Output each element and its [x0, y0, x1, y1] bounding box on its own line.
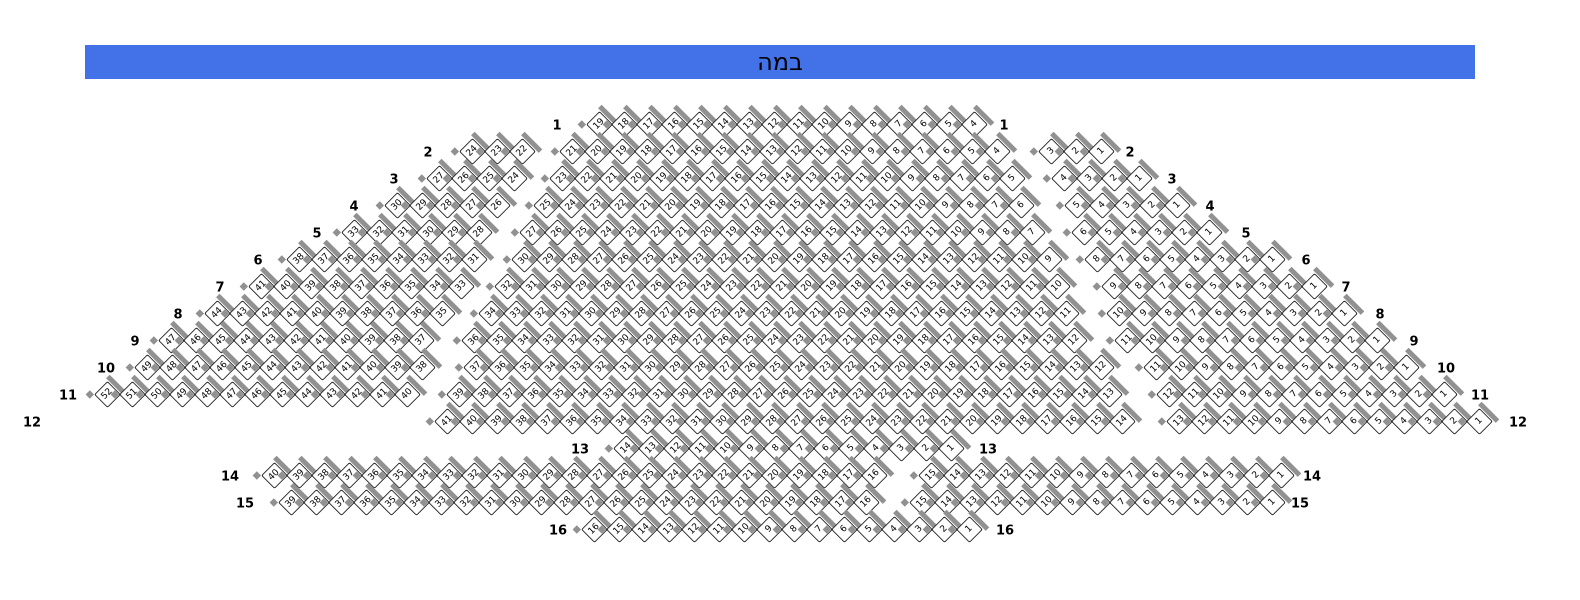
seat-number: 38: [414, 359, 430, 375]
seat-number: 1: [1473, 415, 1485, 427]
row-label-right-15: 15: [1290, 496, 1310, 512]
seat[interactable]: 14: [1109, 408, 1136, 435]
seat[interactable]: 24: [501, 165, 528, 192]
seat[interactable]: 35: [429, 300, 456, 327]
row-label-right-6: 6: [1301, 253, 1311, 269]
row-label-right-7: 7: [1341, 280, 1351, 296]
row-label-right-9: 9: [1409, 334, 1419, 350]
row-label-left-15: 15: [235, 496, 255, 512]
row-label-left-12: 12: [22, 415, 42, 431]
row-label-left-11: 11: [58, 388, 78, 404]
seat[interactable]: 1: [1259, 489, 1286, 516]
seat-number: 12: [1066, 332, 1082, 348]
row-label-right-1: 1: [999, 118, 1009, 134]
seat[interactable]: 1: [956, 516, 983, 543]
row-label-right-10: 10: [1436, 361, 1456, 377]
stage-label: במה: [757, 48, 803, 76]
seat[interactable]: 38: [409, 354, 436, 381]
row-label-right-14: 14: [1302, 469, 1322, 485]
row-label-right-4: 4: [1205, 199, 1215, 215]
row-label-left-16: 16: [548, 523, 568, 539]
row-label-left-5: 5: [312, 226, 322, 242]
seat-number: 26: [489, 197, 505, 213]
seat[interactable]: 33: [448, 273, 475, 300]
row-label-left-7: 7: [215, 280, 225, 296]
seat-number: 1: [1438, 388, 1450, 400]
row-label-right-2: 2: [1125, 145, 1135, 161]
seat[interactable]: 26: [484, 192, 511, 219]
seat[interactable]: 1: [1466, 408, 1493, 435]
seat-number: 1: [963, 523, 975, 535]
seat-number: 31: [466, 251, 482, 267]
seat[interactable]: 16: [853, 489, 880, 516]
row-label-right-13: 13: [978, 442, 998, 458]
row-label-right-3: 3: [1167, 172, 1177, 188]
seat-number: 14: [1114, 413, 1130, 429]
seat-number: 16: [858, 494, 874, 510]
seat-number: 1: [1371, 334, 1383, 346]
seat-number: 28: [471, 224, 487, 240]
row-label-right-11: 11: [1470, 388, 1490, 404]
seat[interactable]: 1: [1364, 327, 1391, 354]
seat-number: 6: [1015, 199, 1027, 211]
row-label-left-10: 10: [96, 361, 116, 377]
seat-number: 35: [434, 305, 450, 321]
seat[interactable]: 40: [394, 381, 421, 408]
row-label-left-14: 14: [220, 469, 240, 485]
row-label-right-16: 16: [995, 523, 1015, 539]
seat-number: 1: [1266, 496, 1278, 508]
row-label-right-5: 5: [1241, 226, 1251, 242]
row-label-left-13: 13: [570, 442, 590, 458]
row-label-left-4: 4: [349, 199, 359, 215]
row-label-left-8: 8: [173, 307, 183, 323]
row-label-left-2: 2: [423, 145, 433, 161]
stage-banner: במה: [85, 45, 1475, 79]
seat-number: 40: [399, 386, 415, 402]
row-label-left-6: 6: [253, 253, 263, 269]
row-label-left-9: 9: [130, 334, 140, 350]
seat-number: 33: [453, 278, 469, 294]
row-label-right-8: 8: [1375, 307, 1385, 323]
row-label-left-3: 3: [389, 172, 399, 188]
seat-number: 24: [506, 170, 522, 186]
row-label-left-1: 1: [552, 118, 562, 134]
row-label-right-12: 12: [1508, 415, 1528, 431]
